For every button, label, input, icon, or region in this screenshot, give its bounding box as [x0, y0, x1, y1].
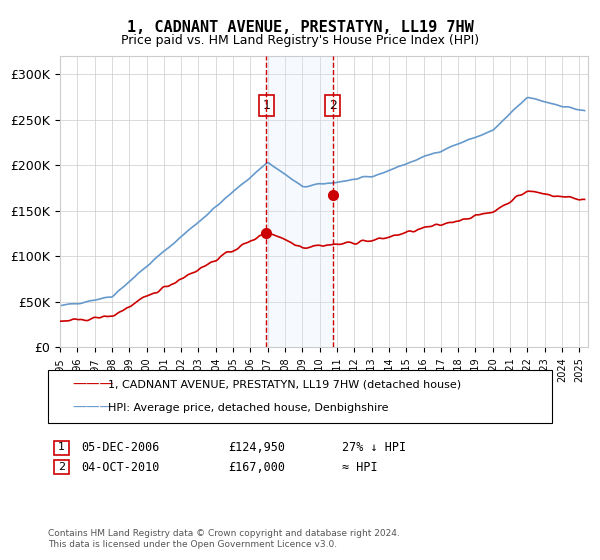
Text: 27% ↓ HPI: 27% ↓ HPI — [342, 441, 406, 454]
Text: £124,950: £124,950 — [228, 441, 285, 454]
Text: HPI: Average price, detached house, Denbighshire: HPI: Average price, detached house, Denb… — [108, 403, 389, 413]
Text: ≈ HPI: ≈ HPI — [342, 460, 377, 474]
Text: 05-DEC-2006: 05-DEC-2006 — [81, 441, 160, 454]
Text: 1, CADNANT AVENUE, PRESTATYN, LL19 7HW: 1, CADNANT AVENUE, PRESTATYN, LL19 7HW — [127, 20, 473, 35]
Text: 04-OCT-2010: 04-OCT-2010 — [81, 460, 160, 474]
Text: Price paid vs. HM Land Registry's House Price Index (HPI): Price paid vs. HM Land Registry's House … — [121, 34, 479, 46]
Text: 1: 1 — [58, 442, 65, 452]
Text: 2: 2 — [329, 99, 337, 112]
Text: 1: 1 — [262, 99, 270, 112]
Text: £167,000: £167,000 — [228, 460, 285, 474]
Bar — [266, 56, 332, 347]
Text: 1, CADNANT AVENUE, PRESTATYN, LL19 7HW (detached house): 1, CADNANT AVENUE, PRESTATYN, LL19 7HW (… — [108, 380, 461, 390]
Text: Contains HM Land Registry data © Crown copyright and database right 2024.
This d: Contains HM Land Registry data © Crown c… — [48, 529, 400, 549]
Text: 2: 2 — [58, 462, 65, 472]
Text: ———: ——— — [72, 401, 113, 415]
Text: ———: ——— — [72, 377, 113, 391]
